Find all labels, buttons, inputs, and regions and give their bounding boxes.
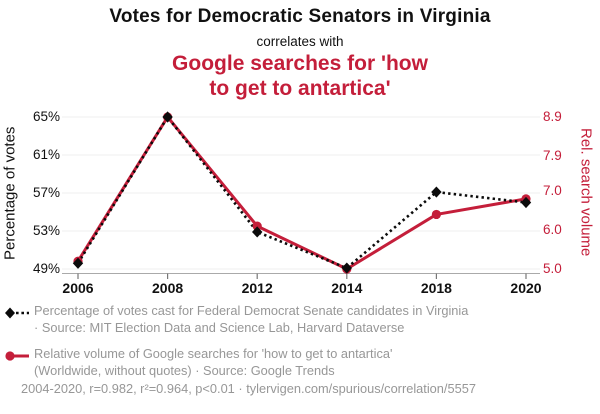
x-axis-tick-label: 2006 [62,280,94,296]
legend-item-search: Relative volume of Google searches for '… [3,346,392,379]
search-legend-marker-icon [5,351,29,361]
footer-citation: 2004-2020, r=0.982, r²=0.964, p<0.01 · t… [21,381,476,396]
right-axis-tick-label: 8.9 [543,109,562,124]
x-axis-tick-label: 2018 [420,280,452,296]
right-axis-tick-label: 7.9 [543,147,562,163]
series-votes-line [76,115,527,270]
x-axis-tick-label: 2012 [241,280,273,296]
search-data-point [252,221,262,231]
correlates-with-text: correlates with [256,34,344,49]
chart-title: Votes for Democratic Senators in Virgini… [109,6,491,27]
left-axis-tick-label: 57% [32,185,60,200]
chart-subtitle: Google searches for 'how to get to antar… [172,52,428,100]
series-search-line [76,115,527,271]
right-axis-tick-label: 7.0 [543,183,562,199]
votes-data-point [72,257,84,269]
votes-data-point [252,226,263,238]
footer-separator: · [234,381,247,396]
footer-link: tylervigen.com/spurious/correlation/5557 [246,381,476,396]
votes-data-point [520,196,532,209]
left-axis-tick-label: 53% [32,223,60,238]
votes-data-point [162,111,173,123]
left-axis-tick-label: 49% [32,261,60,276]
votes-data-point [341,262,352,274]
votes-legend-marker-icon [5,307,29,319]
legend-votes-text: Percentage of votes cast for Federal Dem… [34,303,469,335]
left-axis-title: Percentage of votes [1,126,19,260]
right-axis-title: Rel. search volume [577,128,595,257]
search-data-point [431,209,441,220]
x-axis-tick-label: 2014 [331,280,363,296]
legend-search-text: Relative volume of Google searches for '… [34,346,393,378]
right-axis-tick-label: 6.0 [543,222,562,238]
left-axis-tick-label: 61% [32,147,60,162]
x-axis-tick-label: 2008 [152,280,184,296]
votes-data-point [431,186,442,198]
left-axis-tick-label: 65% [32,109,60,124]
x-axis-tick-label: 2020 [510,280,542,296]
right-axis-tick-label: 5.0 [543,261,562,276]
legend-item-votes: Percentage of votes cast for Federal Dem… [3,303,468,336]
footer-stats: 2004-2020, r=0.982, r²=0.964, p<0.01 [21,381,235,396]
